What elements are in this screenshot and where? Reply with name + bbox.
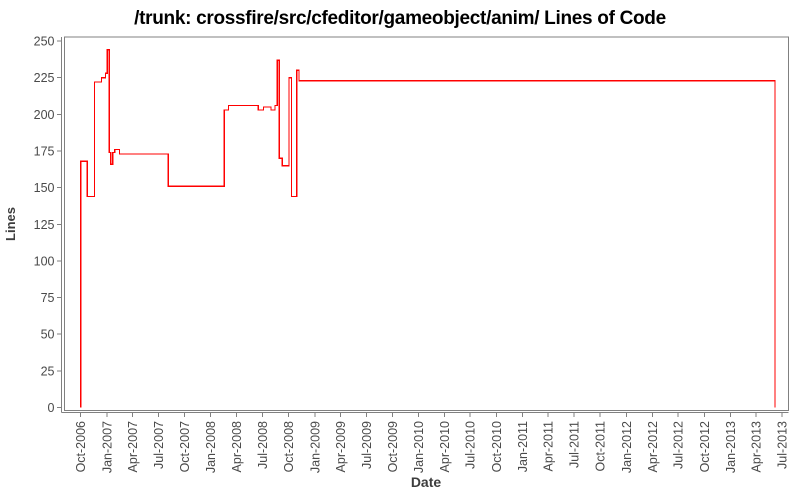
x-tick-label: Jul-2008 [256, 421, 270, 469]
y-tick-label: 200 [34, 108, 55, 122]
x-axis-title: Date [411, 474, 442, 490]
x-tick-label: Oct-2012 [698, 421, 712, 472]
y-tick-label: 25 [41, 364, 55, 378]
plot-border [64, 36, 789, 411]
x-tick-label: Jan-2009 [308, 421, 322, 473]
x-tick-label: Jul-2007 [152, 421, 166, 469]
x-tick-label: Apr-2009 [334, 421, 348, 472]
x-tick-label: Apr-2011 [542, 421, 556, 472]
x-tick-label: Apr-2013 [750, 421, 764, 472]
y-tick-label: 175 [34, 144, 55, 158]
y-tick-label: 75 [41, 291, 55, 305]
y-tick-label: 250 [34, 35, 55, 49]
axes: 0 25 50 75 100 125 150 175 200 225 250 Oct-2006 Jan-… [34, 35, 790, 474]
x-tick-label: Jan-2008 [204, 421, 218, 473]
chart-title: /trunk: crossfire/src/cfeditor/gameobjec… [134, 8, 666, 29]
x-tick-label: Jul-2010 [464, 421, 478, 469]
x-tick-label: Oct-2006 [74, 421, 88, 472]
y-tick-label: 150 [34, 181, 55, 195]
x-tick-label: Jul-2012 [672, 421, 686, 469]
y-axis-title: Lines [3, 207, 18, 241]
x-tick-label: Apr-2012 [646, 421, 660, 472]
y-tick-label: 50 [41, 328, 55, 342]
x-tick-label: Jul-2013 [776, 421, 790, 469]
x-tick-label: Apr-2008 [230, 421, 244, 472]
y-tick-label: 0 [48, 401, 55, 415]
x-tick-label: Jul-2011 [568, 421, 582, 468]
x-tick-label: Jan-2010 [412, 421, 426, 473]
y-tick-label: 225 [34, 71, 55, 85]
y-tick-label: 125 [34, 218, 55, 232]
y-tick-label: 100 [34, 254, 55, 268]
x-tick-label: Oct-2009 [386, 421, 400, 472]
x-tick-label: Jul-2009 [360, 421, 374, 469]
x-tick-label: Jan-2011 [516, 421, 530, 472]
x-tick-label: Oct-2011 [594, 421, 608, 472]
x-tick-label: Jan-2013 [724, 421, 738, 473]
x-tick-label: Apr-2010 [438, 421, 452, 472]
x-tick-label: Jan-2007 [100, 421, 114, 473]
x-tick-label: Oct-2007 [178, 421, 192, 472]
x-tick-label: Jan-2012 [620, 421, 634, 473]
x-tick-label: Apr-2007 [126, 421, 140, 472]
x-tick-label: Oct-2008 [282, 421, 296, 472]
series-layer [80, 49, 776, 408]
loc-line-series [80, 49, 776, 408]
x-tick-label: Oct-2010 [490, 421, 504, 472]
